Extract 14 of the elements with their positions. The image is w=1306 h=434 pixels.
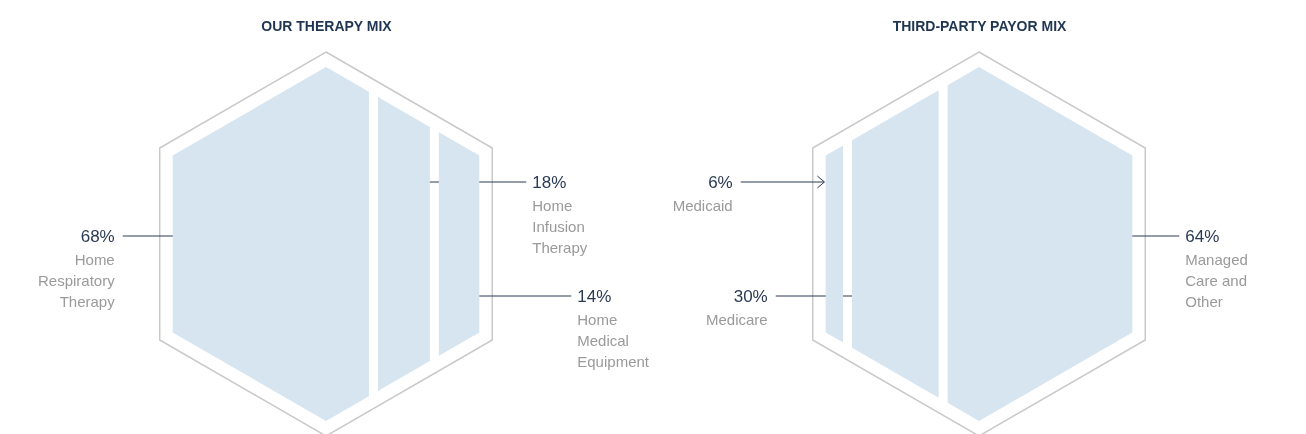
data-label: 68% [80, 226, 115, 246]
category-label: Medicare [706, 310, 768, 328]
data-label: 30% [733, 286, 768, 306]
category-label: Home Medical Equipment [577, 310, 650, 370]
category-label: Home Infusion Therapy [532, 196, 588, 256]
text: OUR THERAPY MIX [261, 18, 393, 34]
category-label: Home Respiratory Therapy [38, 250, 116, 310]
data-label: 64% [1185, 226, 1220, 246]
category-label: Medicaid [672, 196, 733, 214]
text: THIRD-PARTY PAYOR MIX [892, 18, 1068, 34]
data-label: 18% [532, 172, 567, 192]
category-label: Managed Care and Other [1185, 250, 1248, 310]
data-label: 14% [577, 286, 612, 306]
data-label: 6% [708, 172, 733, 192]
